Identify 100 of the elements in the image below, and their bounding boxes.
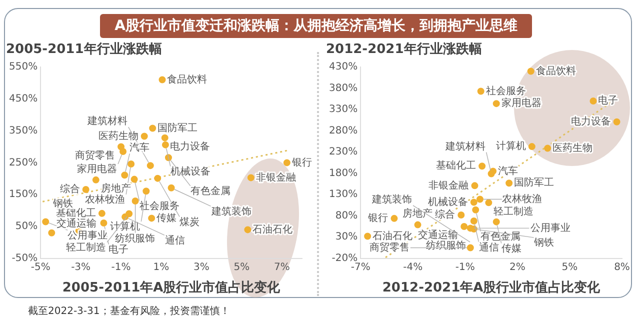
point bbox=[390, 214, 398, 222]
annotation: 医药生物 bbox=[98, 130, 138, 142]
point bbox=[244, 226, 252, 234]
chart-subtitle: 2005-2011年行业涨跌幅 bbox=[5, 42, 163, 58]
point bbox=[142, 188, 150, 195]
annotation: 公用事业 bbox=[530, 222, 570, 234]
y-tick-label: 450% bbox=[8, 93, 38, 104]
annotation: 建筑材料 bbox=[86, 115, 128, 128]
annotation: 汽车 bbox=[498, 164, 518, 177]
annotation: 纺织服饰 bbox=[114, 232, 155, 245]
y-tick-label: 380% bbox=[328, 82, 358, 94]
point bbox=[158, 76, 166, 84]
annotation: 石油石化 bbox=[252, 223, 293, 236]
annotation: 农林牧渔 bbox=[85, 194, 126, 206]
x-tick-label: 5% bbox=[562, 262, 578, 273]
point bbox=[478, 162, 486, 170]
point bbox=[460, 223, 468, 230]
annotation: 机械设备 bbox=[170, 165, 210, 178]
annotation: 房地产 bbox=[100, 182, 131, 195]
x-tick-label: -7% bbox=[350, 262, 370, 273]
annotation: 非银金融 bbox=[256, 171, 296, 184]
point bbox=[82, 186, 90, 193]
point bbox=[100, 219, 108, 226]
y-tick-label: 350% bbox=[8, 125, 38, 136]
text: 截至2022-3-31；基金有风险，投资需谨慎！ bbox=[28, 304, 230, 318]
annotation: 计算机 bbox=[496, 140, 526, 152]
point bbox=[161, 134, 168, 142]
point bbox=[544, 144, 552, 152]
annotation: 电子 bbox=[598, 94, 618, 107]
y-tick-label: 50% bbox=[15, 221, 38, 232]
annotation: 建筑装饰 bbox=[210, 205, 252, 218]
point bbox=[98, 210, 106, 217]
point bbox=[168, 184, 175, 192]
point bbox=[470, 217, 478, 224]
x-tick-label: -1% bbox=[455, 262, 475, 273]
chart-subtitle: 2012-2021年行业涨跌幅 bbox=[325, 42, 483, 58]
x-tick-label: -5% bbox=[30, 262, 50, 273]
point bbox=[140, 132, 148, 140]
annotation: 社会服务 bbox=[486, 84, 526, 97]
x-tick-label: 2% bbox=[510, 262, 526, 273]
point bbox=[466, 244, 474, 252]
annotation: 轻工制造 bbox=[66, 241, 106, 254]
annotation: 国防军工 bbox=[514, 176, 554, 189]
point bbox=[476, 196, 484, 203]
annotation: 商贸零售 bbox=[369, 241, 410, 254]
annotation: 传媒 bbox=[156, 212, 177, 224]
x-tick-label: -4% bbox=[403, 262, 423, 273]
point bbox=[146, 162, 154, 170]
y-tick-label: 80% bbox=[335, 210, 358, 222]
annotation: 食品饮料 bbox=[536, 64, 576, 77]
point bbox=[506, 180, 513, 187]
point bbox=[488, 170, 495, 178]
point bbox=[364, 232, 372, 240]
point bbox=[92, 176, 100, 184]
point bbox=[247, 174, 254, 182]
annotation: 有色金属 bbox=[190, 185, 230, 198]
y-tick-label: 150% bbox=[8, 189, 38, 200]
annotation: 银行 bbox=[290, 157, 312, 168]
point bbox=[471, 182, 478, 190]
annotation: 石油石化 bbox=[372, 230, 413, 242]
y-tick-label: 550% bbox=[8, 62, 38, 73]
annotation: 银行 bbox=[367, 213, 388, 224]
annotation: 食品饮料 bbox=[167, 73, 208, 86]
y-tick-label: 280% bbox=[328, 125, 358, 136]
point bbox=[477, 88, 484, 95]
annotation: 医药生物 bbox=[552, 142, 593, 154]
annotation: 基础化工 bbox=[436, 160, 476, 172]
x-tick-label: 1% bbox=[153, 262, 170, 273]
annotation: 国防军工 bbox=[158, 122, 198, 134]
annotation: 公用事业 bbox=[68, 229, 108, 242]
y-tick-label: 180% bbox=[328, 168, 358, 179]
point bbox=[48, 229, 56, 236]
annotation: 家用电器 bbox=[501, 97, 542, 110]
point bbox=[492, 100, 500, 108]
point bbox=[472, 206, 480, 214]
y-tick-label: 230% bbox=[328, 146, 358, 158]
y-tick-label: -50% bbox=[12, 252, 38, 264]
annotation: 轻工制造 bbox=[494, 205, 534, 218]
point bbox=[485, 199, 492, 206]
annotation: 电力设备 bbox=[170, 140, 210, 152]
point bbox=[130, 176, 138, 183]
y-tick-label: 30% bbox=[335, 232, 358, 243]
annotation: 交通运输 bbox=[56, 217, 97, 230]
point bbox=[613, 118, 620, 126]
y-tick-label: -20% bbox=[332, 252, 358, 264]
annotation: 社会服务 bbox=[139, 200, 180, 212]
point bbox=[132, 197, 139, 204]
annotation: 钢铁 bbox=[52, 198, 73, 210]
y-tick-label: 130% bbox=[328, 189, 358, 200]
annotation: 机械设备 bbox=[428, 196, 468, 208]
x-tick-label: 8% bbox=[614, 262, 630, 273]
point bbox=[528, 143, 536, 150]
annotation: 通信 bbox=[478, 242, 499, 254]
x-axis-title: 2005-2011年A股行业市值占比变化 bbox=[62, 280, 282, 296]
annotation: 综合 bbox=[435, 208, 456, 221]
x-tick-label: 7% bbox=[274, 262, 290, 273]
point bbox=[162, 141, 169, 148]
annotation: 房地产 bbox=[402, 207, 432, 220]
x-tick-label: 3% bbox=[194, 262, 210, 273]
x-tick-label: -1% bbox=[111, 262, 131, 273]
